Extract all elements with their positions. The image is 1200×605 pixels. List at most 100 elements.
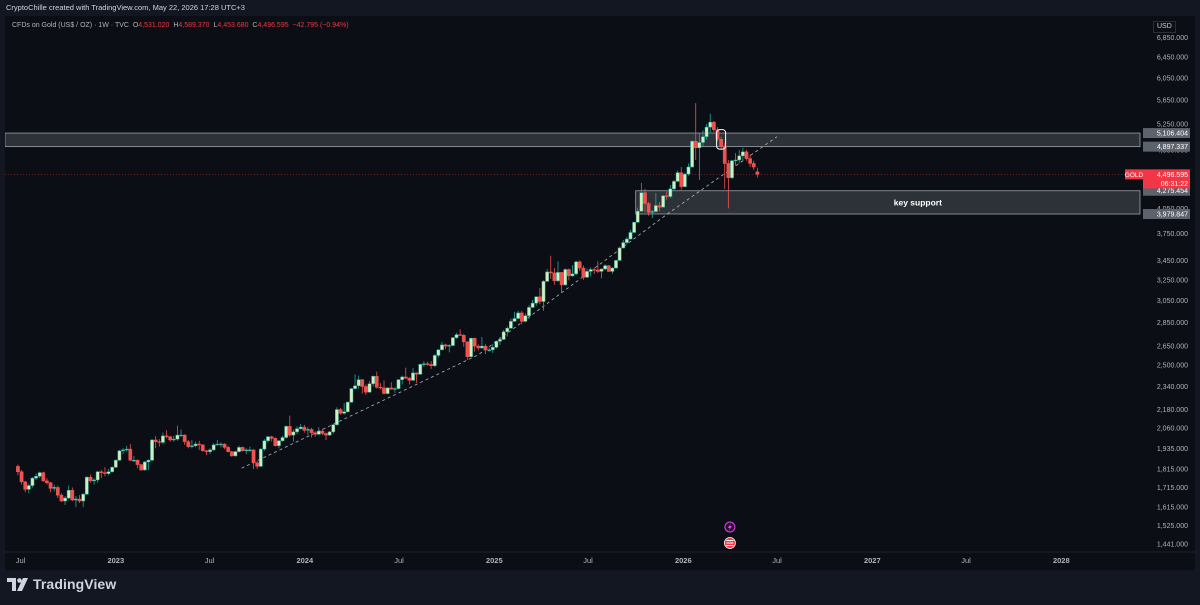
candle-body <box>545 271 549 282</box>
y-tick-label: 1,525.000 <box>1157 523 1188 530</box>
x-tick-label: Jul <box>16 556 26 565</box>
candle-body <box>588 269 593 272</box>
candle <box>374 371 379 389</box>
candle-body <box>150 439 154 461</box>
candle-body <box>367 383 372 393</box>
candle-body <box>331 424 336 433</box>
tradingview-logo[interactable]: TradingView <box>7 576 116 592</box>
candle <box>204 449 209 456</box>
candle-body <box>461 335 466 343</box>
symbol-name[interactable]: CFDs on Gold (US$ / OZ) · 1W · TVC <box>12 22 129 29</box>
candle-body <box>41 472 46 482</box>
candle <box>548 255 553 279</box>
price-label-text: 4,275.454 <box>1157 188 1188 195</box>
current-price-box <box>1143 169 1190 189</box>
candle <box>385 387 390 395</box>
candle <box>244 448 249 455</box>
candle-body <box>26 485 31 490</box>
candle-body <box>222 443 227 448</box>
price-chart[interactable]: key support 6,850.000 6,450.000 6,050.000 5,… <box>5 16 1195 570</box>
candle-body <box>701 136 705 143</box>
candle-body <box>432 355 437 366</box>
candle-body <box>581 267 586 278</box>
candle-body <box>298 426 303 429</box>
candle-body <box>592 269 597 271</box>
candle-body <box>52 487 57 489</box>
open-label: O <box>132 22 139 29</box>
candle <box>342 402 347 415</box>
candle <box>306 427 310 436</box>
candle <box>121 448 125 455</box>
candle <box>585 268 589 278</box>
candle-body <box>273 438 278 446</box>
candle <box>182 434 187 445</box>
candle <box>755 167 760 178</box>
candle <box>599 268 604 279</box>
candle <box>222 443 227 450</box>
candle-body <box>360 379 365 387</box>
candle-body <box>490 347 495 351</box>
candle <box>157 439 162 447</box>
candle <box>603 264 607 270</box>
candle <box>190 439 194 449</box>
candle-body <box>447 345 452 347</box>
candle-body <box>552 272 557 282</box>
candle-body <box>335 409 339 426</box>
candle-body <box>280 437 285 442</box>
candle-body <box>741 151 745 157</box>
currency-button[interactable]: USD <box>1153 21 1176 33</box>
candle-body <box>211 444 216 451</box>
candle <box>534 296 539 306</box>
candle <box>563 268 568 286</box>
candle <box>378 383 383 390</box>
candle <box>364 384 368 395</box>
candle <box>596 261 600 273</box>
candle-body <box>505 327 510 332</box>
trendline <box>241 136 778 469</box>
candle <box>382 380 386 395</box>
candle <box>487 347 491 352</box>
candle-body <box>751 163 756 168</box>
candle <box>302 424 307 433</box>
candle-body <box>567 269 571 277</box>
price-label-box <box>1143 141 1190 152</box>
candle <box>664 191 669 200</box>
candle <box>269 435 274 442</box>
candle <box>425 361 430 366</box>
x-tick-label: Jul <box>961 556 971 565</box>
candle <box>617 246 622 261</box>
candle <box>99 469 104 479</box>
candle <box>592 267 597 274</box>
candle <box>483 344 488 355</box>
symbol-tag-text: GOLD <box>1125 172 1144 179</box>
candle <box>287 415 292 437</box>
candle-body <box>226 447 231 452</box>
candle-body <box>429 364 433 366</box>
y-tick-label: 2,650.000 <box>1157 344 1188 351</box>
candle-body <box>527 307 531 316</box>
candle-body <box>418 364 423 375</box>
candle-body <box>88 476 93 482</box>
x-tick-label: Jul <box>205 556 215 565</box>
candle <box>661 194 665 208</box>
candle <box>280 435 285 442</box>
candle <box>219 442 223 448</box>
candle <box>509 318 513 329</box>
candle <box>309 427 314 438</box>
candle <box>211 443 216 451</box>
y-tick-label: 6,050.000 <box>1157 75 1188 82</box>
chart-area[interactable]: key support 6,850.000 6,450.000 6,050.000 5,… <box>5 16 1195 570</box>
candle <box>635 207 640 223</box>
candle <box>175 425 180 441</box>
candle-body <box>407 378 412 381</box>
candle <box>34 473 38 480</box>
candle <box>414 372 419 384</box>
candle-body <box>302 426 307 431</box>
candle <box>552 268 557 285</box>
candle-body <box>117 450 122 461</box>
candle-body <box>385 387 390 394</box>
candle-body <box>215 443 220 446</box>
candle-body <box>646 203 651 213</box>
candle-body <box>396 379 401 389</box>
candle-body <box>465 341 470 357</box>
